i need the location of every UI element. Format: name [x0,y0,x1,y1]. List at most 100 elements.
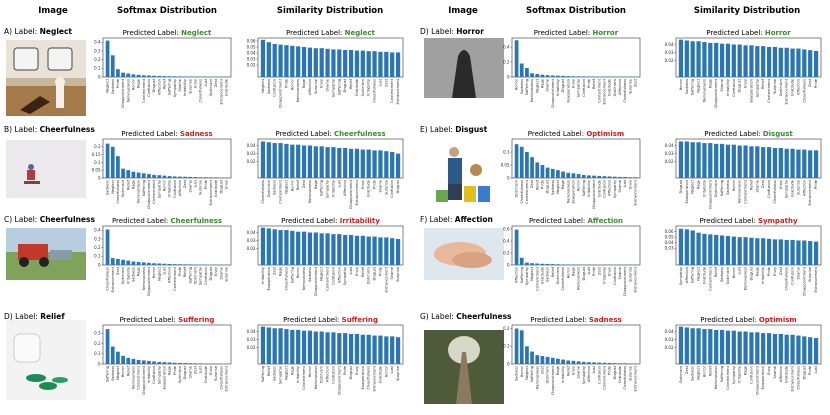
category-label-D-softmax-21: Surprise [214,365,218,381]
bar-F-softmax-0 [514,144,519,178]
category-label-H-softmax-8: Rage [556,365,560,375]
category-label-H-similarity-14: Exasperation [761,366,765,390]
bar-A-similarity-20 [378,51,383,77]
category-label-H-softmax-5: Zest [540,365,544,374]
bar-H-similarity-18 [784,334,789,364]
category-label-E-softmax-14: Pride [587,78,591,88]
category-label-F-similarity-0: Disgust [679,179,683,193]
category-label-B-softmax-13: Confusion [173,180,177,198]
category-label-B-similarity-14: Affection [343,180,347,196]
category-label-C-similarity-9: Disappointment [314,266,318,295]
bar-B-softmax-21 [214,177,218,178]
bar-G-softmax-8 [556,264,560,265]
bar-H-softmax-11 [571,360,576,364]
ytick-label-F-similarity-2: 0.04 [665,143,674,148]
category-label-H-softmax-17: Contentment [602,365,606,389]
bar-G-similarity-22 [808,241,813,265]
bar-E-similarity-1 [684,40,689,77]
category-label-B-similarity-12: Irritability [331,179,335,197]
bar-A-softmax-10 [157,75,162,77]
category-label-F-softmax-2: Contentment [525,179,529,203]
category-label-F-softmax-5: Pride [540,179,544,189]
category-label-C-softmax-16: Suffering [188,267,192,283]
ytick-label-D-similarity-1: 0.03 [247,337,256,342]
bar-F-similarity-11 [743,145,748,178]
category-label-F-similarity-18: Sympathy [785,179,789,198]
bar-D-softmax-17 [193,363,198,364]
bar-H-softmax-7 [550,357,555,364]
category-label-G-similarity-13: Rage [755,266,759,276]
bar-H-softmax-10 [566,360,571,364]
bar-F-similarity-13 [755,146,760,178]
panel-label-D: D) Label: Relief [4,312,65,321]
category-label-F-softmax-4: Relief [535,179,539,190]
bar-A-softmax-2 [116,69,120,77]
bar-A-similarity-21 [384,51,389,77]
category-label-D-similarity-8: Horror [308,365,312,377]
bar-E-softmax-0 [514,40,519,77]
category-label-A-similarity-7: Rage [302,78,306,88]
bar-E-similarity-2 [690,41,695,77]
category-label-D-similarity-10: Optimism [320,366,324,384]
ytick-label-E-similarity-0: 0.02 [665,58,674,63]
category-label-H-similarity-13: Disappointment [755,365,759,394]
chart-title-A-softmax: Predicted Label: Neglect [123,29,212,37]
category-label-A-similarity-4: Pride [284,78,288,88]
axes-frame-H-similarity [675,324,822,365]
bar-A-similarity-9 [313,48,318,77]
category-label-E-similarity-18: Entrancement [785,78,789,104]
category-label-C-similarity-20: Pride [378,266,382,276]
category-label-C-similarity-21: Entrancement [384,266,388,292]
category-label-B-similarity-0: Cheerfulness [261,180,265,204]
category-label-D-softmax-11: Exasperation [162,366,166,390]
category-label-B-similarity-3: Contentment [279,179,283,203]
category-label-A-softmax-7: Contentment [142,78,146,102]
category-label-B-similarity-9: Rage [314,179,318,189]
bar-A-softmax-15 [183,76,187,77]
bar-A-similarity-18 [366,51,371,77]
category-label-F-similarity-19: Gratitude [791,179,795,197]
category-label-B-similarity-11: Sympathy [326,179,330,198]
category-label-H-similarity-20: Cheerfulness [796,366,800,390]
category-label-H-similarity-19: Entrancement [791,365,795,391]
category-label-A-similarity-8: Affection [308,79,312,95]
category-label-B-softmax-18: Surprise [199,179,203,195]
bar-G-similarity-20 [796,240,801,265]
bar-C-similarity-1 [266,228,271,265]
category-label-G-similarity-4: Gratitude [702,266,706,284]
category-label-E-similarity-7: Shame [720,78,724,91]
category-label-G-similarity-17: Zest [779,266,783,275]
category-label-H-softmax-19: Disgust [613,365,617,379]
category-label-E-similarity-15: Contentment [767,78,771,102]
panel-label-F: E) Label: Disgust [420,125,488,134]
bar-D-similarity-19 [372,335,377,364]
bar-E-softmax-9 [561,75,565,77]
bar-F-softmax-11 [571,173,576,178]
category-label-F-softmax-7: Sadness [551,180,555,195]
category-label-D-softmax-16: Shame [188,365,192,378]
category-label-B-softmax-0: Sadness [106,180,110,195]
category-label-H-similarity-5: Relief [708,365,712,376]
category-label-C-softmax-5: Sadness [131,267,135,282]
header-similarity-left: Similarity Distribution [277,6,383,16]
bar-E-similarity-0 [678,39,684,77]
header-image-left: Image [38,6,68,16]
category-label-A-similarity-17: Optimism [361,79,365,97]
bar-H-softmax-21 [623,363,627,364]
category-label-F-similarity-1: Exasperation [685,180,689,204]
axes-frame-A-softmax [102,37,232,78]
bar-A-softmax-8 [147,75,151,77]
category-label-B-softmax-5: Rage [131,179,135,189]
category-label-B-similarity-5: Horror [290,179,294,191]
bar-E-similarity-7 [719,43,725,77]
category-label-E-softmax-15: Relief [592,78,596,89]
bar-H-similarity-4 [702,329,707,364]
category-label-E-softmax-5: Rage [540,78,544,88]
header-image-right: Image [448,6,478,16]
bar-G-similarity-13 [755,238,760,265]
category-label-G-similarity-2: Suffering [691,267,695,283]
ytick-label-B-softmax-4: 0.2 [94,144,101,149]
bar-A-softmax-5 [131,74,136,77]
category-label-D-softmax-3: Horror [121,365,125,377]
category-label-E-softmax-18: Gratitude [608,78,612,96]
